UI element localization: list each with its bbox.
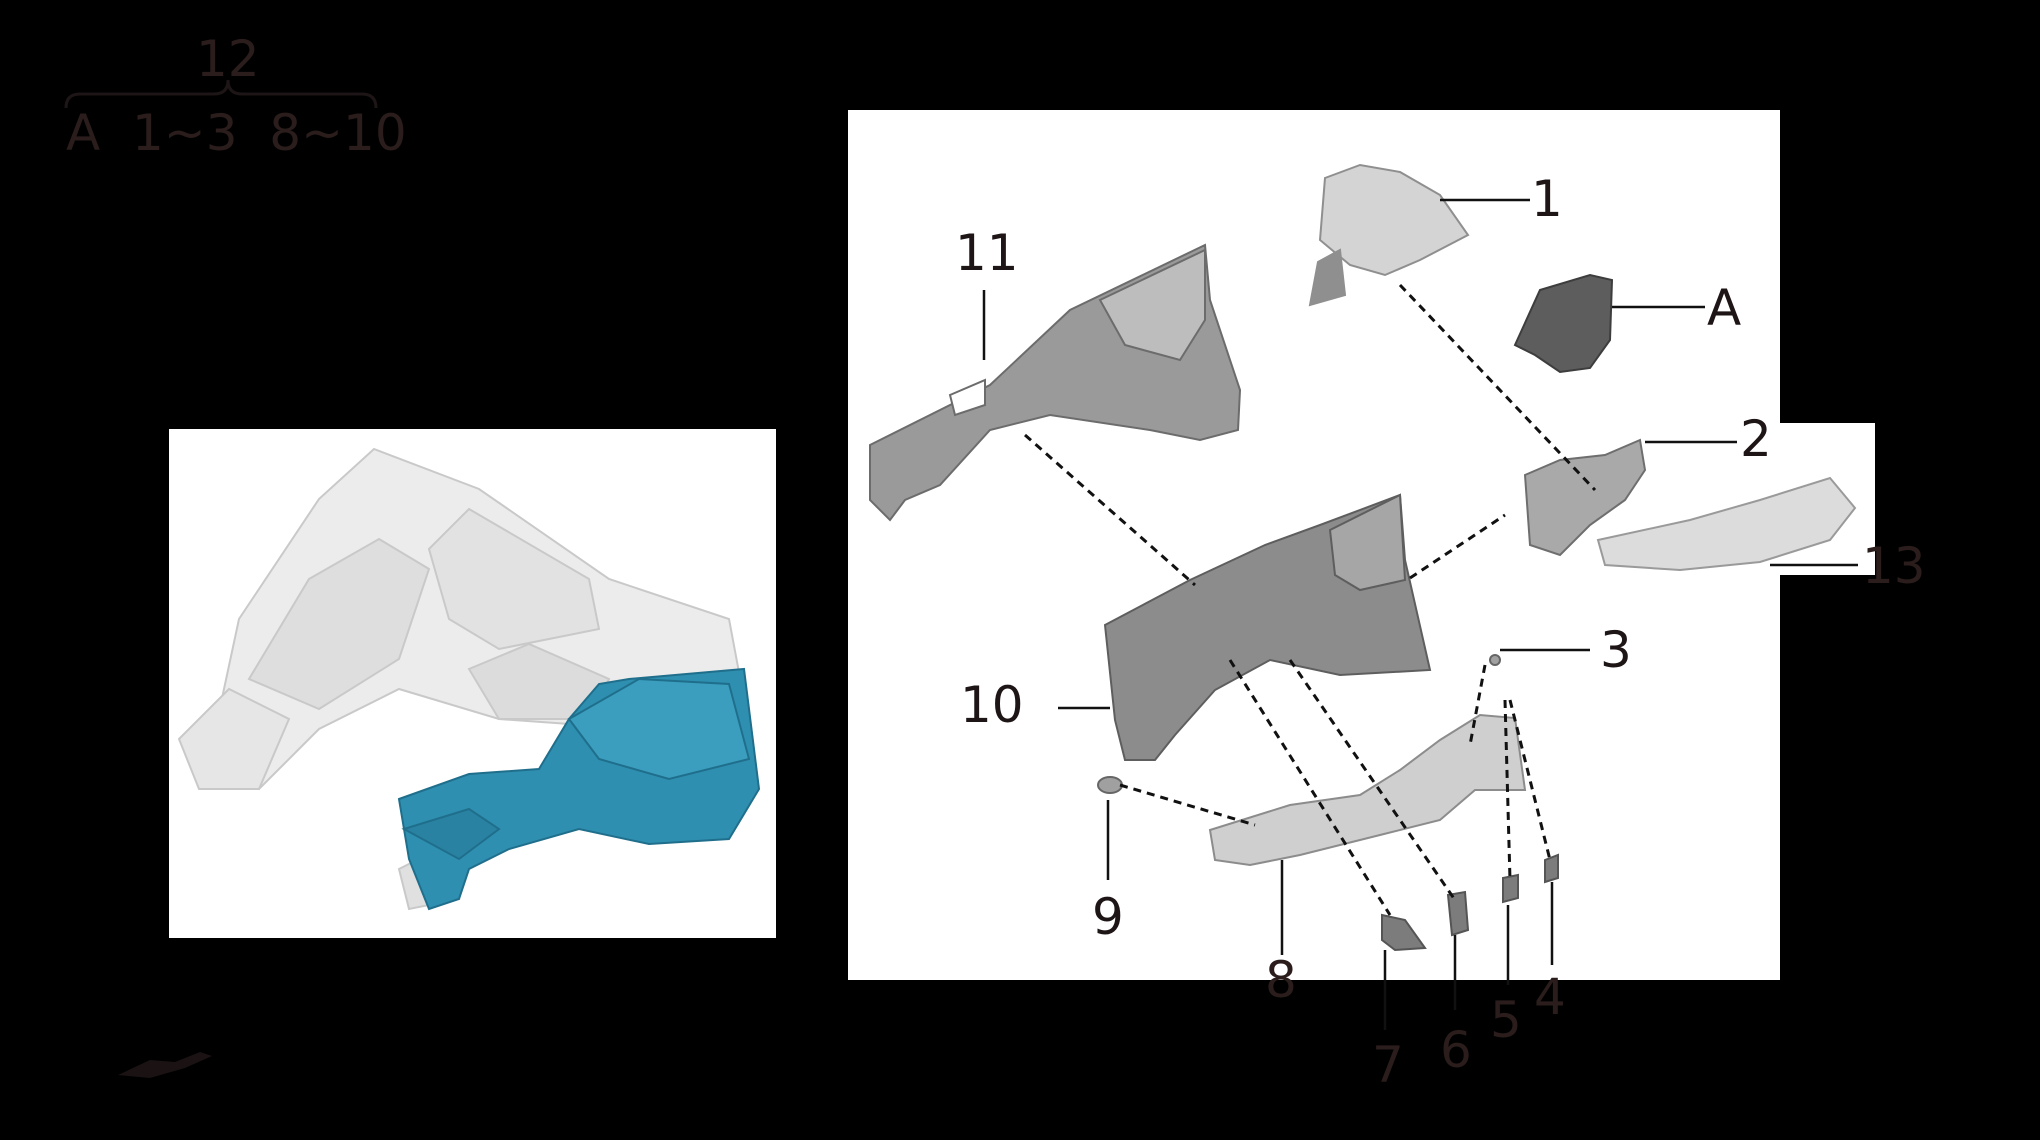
legend-group-number: 12: [196, 30, 260, 88]
part-13: [1596, 476, 1857, 572]
part-6: [1446, 890, 1470, 937]
callout-5: 5: [1490, 991, 1522, 1049]
callout-1: 1: [1531, 170, 1563, 228]
part-7: [1381, 913, 1427, 952]
part-8: [1208, 713, 1527, 867]
callout-7: 7: [1372, 1036, 1404, 1094]
callout-9: 9: [1092, 888, 1124, 946]
callout-13: 13: [1862, 537, 1926, 595]
part-1: [1308, 163, 1470, 307]
part-4: [1544, 853, 1559, 884]
callout-11: 11: [955, 224, 1019, 282]
callout-8: 8: [1265, 951, 1297, 1009]
callout-2: 2: [1740, 410, 1772, 468]
callout-6: 6: [1440, 1021, 1472, 1079]
part-3: [1489, 654, 1501, 666]
part-A: [1513, 273, 1614, 374]
part-11: [869, 243, 1242, 522]
assembly-overview-panel: [169, 429, 776, 938]
callout-A: A: [1707, 279, 1742, 337]
callout-4: 4: [1534, 968, 1566, 1026]
part-10: [1103, 493, 1432, 761]
callout-3: 3: [1600, 621, 1632, 679]
legend-members: A 1~3 8~10: [66, 104, 407, 162]
assembly-overview-illustration: [177, 447, 761, 911]
leader-lines: [982, 198, 1858, 1030]
assembly-dashed-lines: [1024, 283, 1597, 916]
part-2: [1523, 438, 1647, 557]
part-5: [1502, 873, 1519, 904]
callout-10: 10: [960, 676, 1024, 734]
